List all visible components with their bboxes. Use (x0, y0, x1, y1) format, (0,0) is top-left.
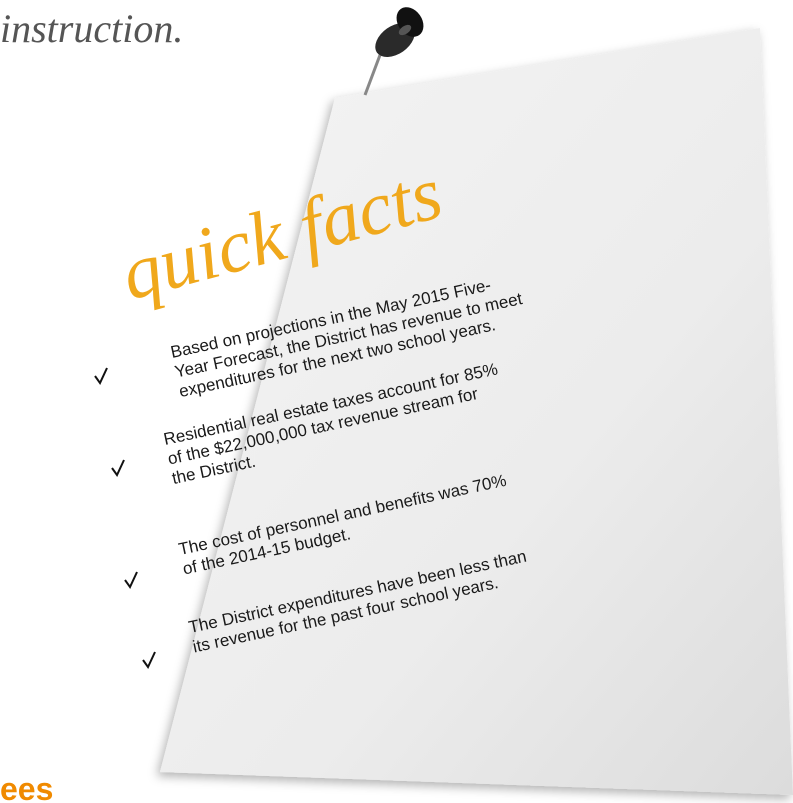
page: instruction. quick facts Based on projec… (0, 0, 793, 803)
check-icon (95, 368, 107, 383)
side-fragment: ees (0, 771, 53, 803)
check-icon (143, 652, 155, 667)
pushpin (365, 2, 429, 95)
heading-fragment: instruction. (0, 6, 183, 51)
check-icon (112, 460, 124, 475)
check-icon (125, 572, 137, 587)
